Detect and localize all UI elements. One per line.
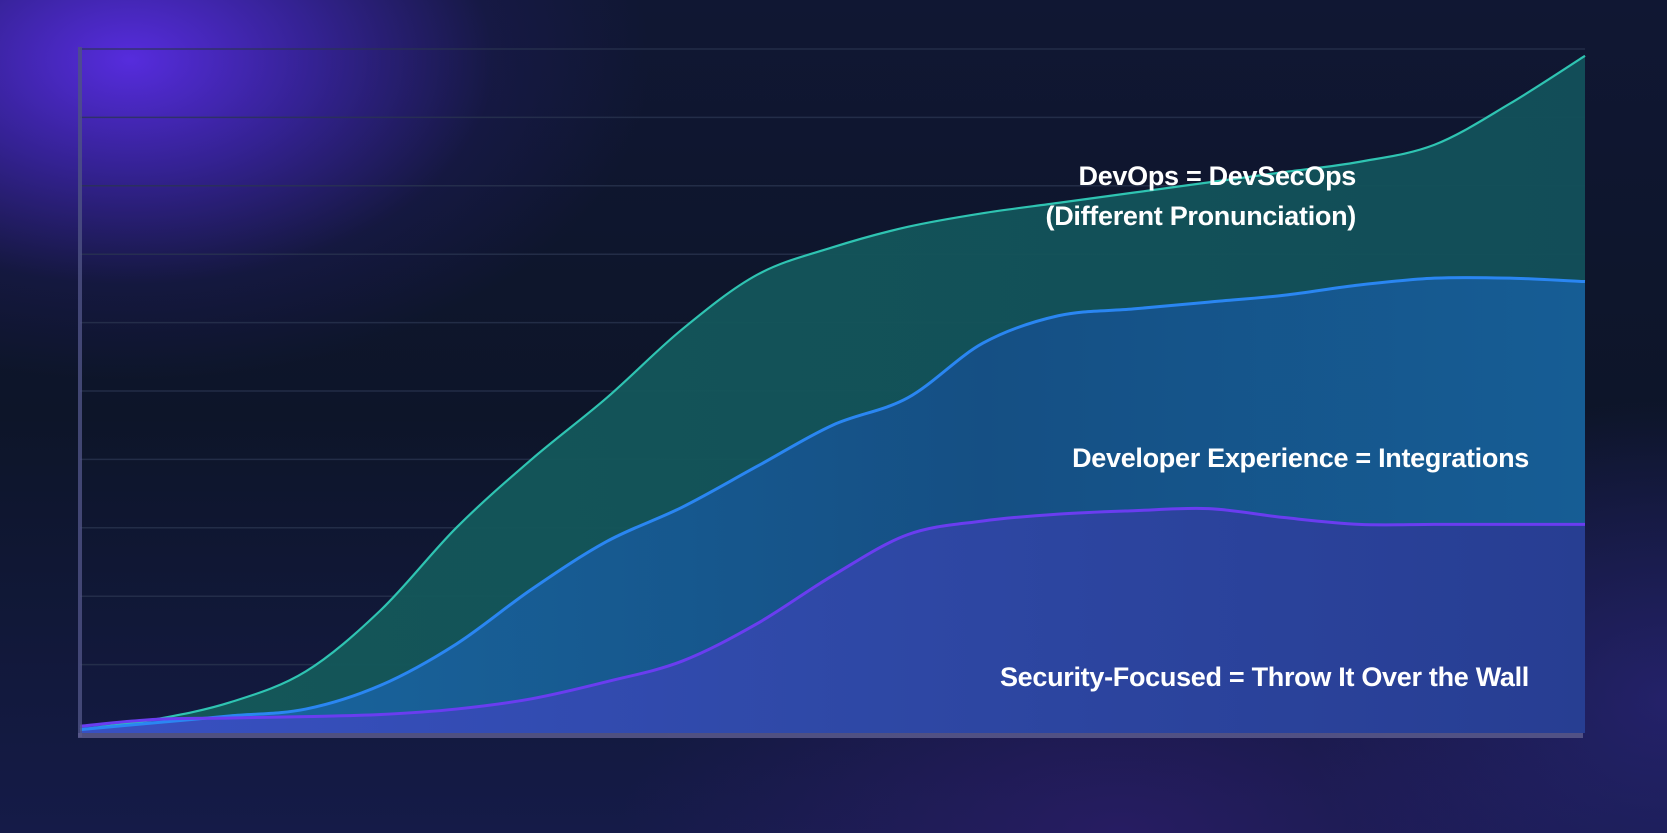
- line-developer-experience: [79, 275, 1586, 732]
- annotation-devops: DevOps = DevSecOps (Different Pronunciat…: [1046, 156, 1357, 236]
- y-axis: [78, 47, 82, 737]
- x-axis: [78, 733, 1583, 738]
- line-security-focused: [79, 506, 1585, 728]
- series-areas: [80, 55, 1585, 733]
- annotation-security-focused: Security-Focused = Throw It Over the Wal…: [999, 662, 1529, 692]
- series-lines: [79, 54, 1586, 732]
- area-security-focused: [80, 508, 1585, 733]
- annotation-devops-line2: (Different Pronunciation): [1045, 201, 1357, 231]
- annotation-developer-experience: Developer Experience = Integrations: [1072, 443, 1529, 473]
- line-devops: [79, 54, 1586, 731]
- annotation-devops-line1: DevOps = DevSecOps: [1078, 161, 1357, 191]
